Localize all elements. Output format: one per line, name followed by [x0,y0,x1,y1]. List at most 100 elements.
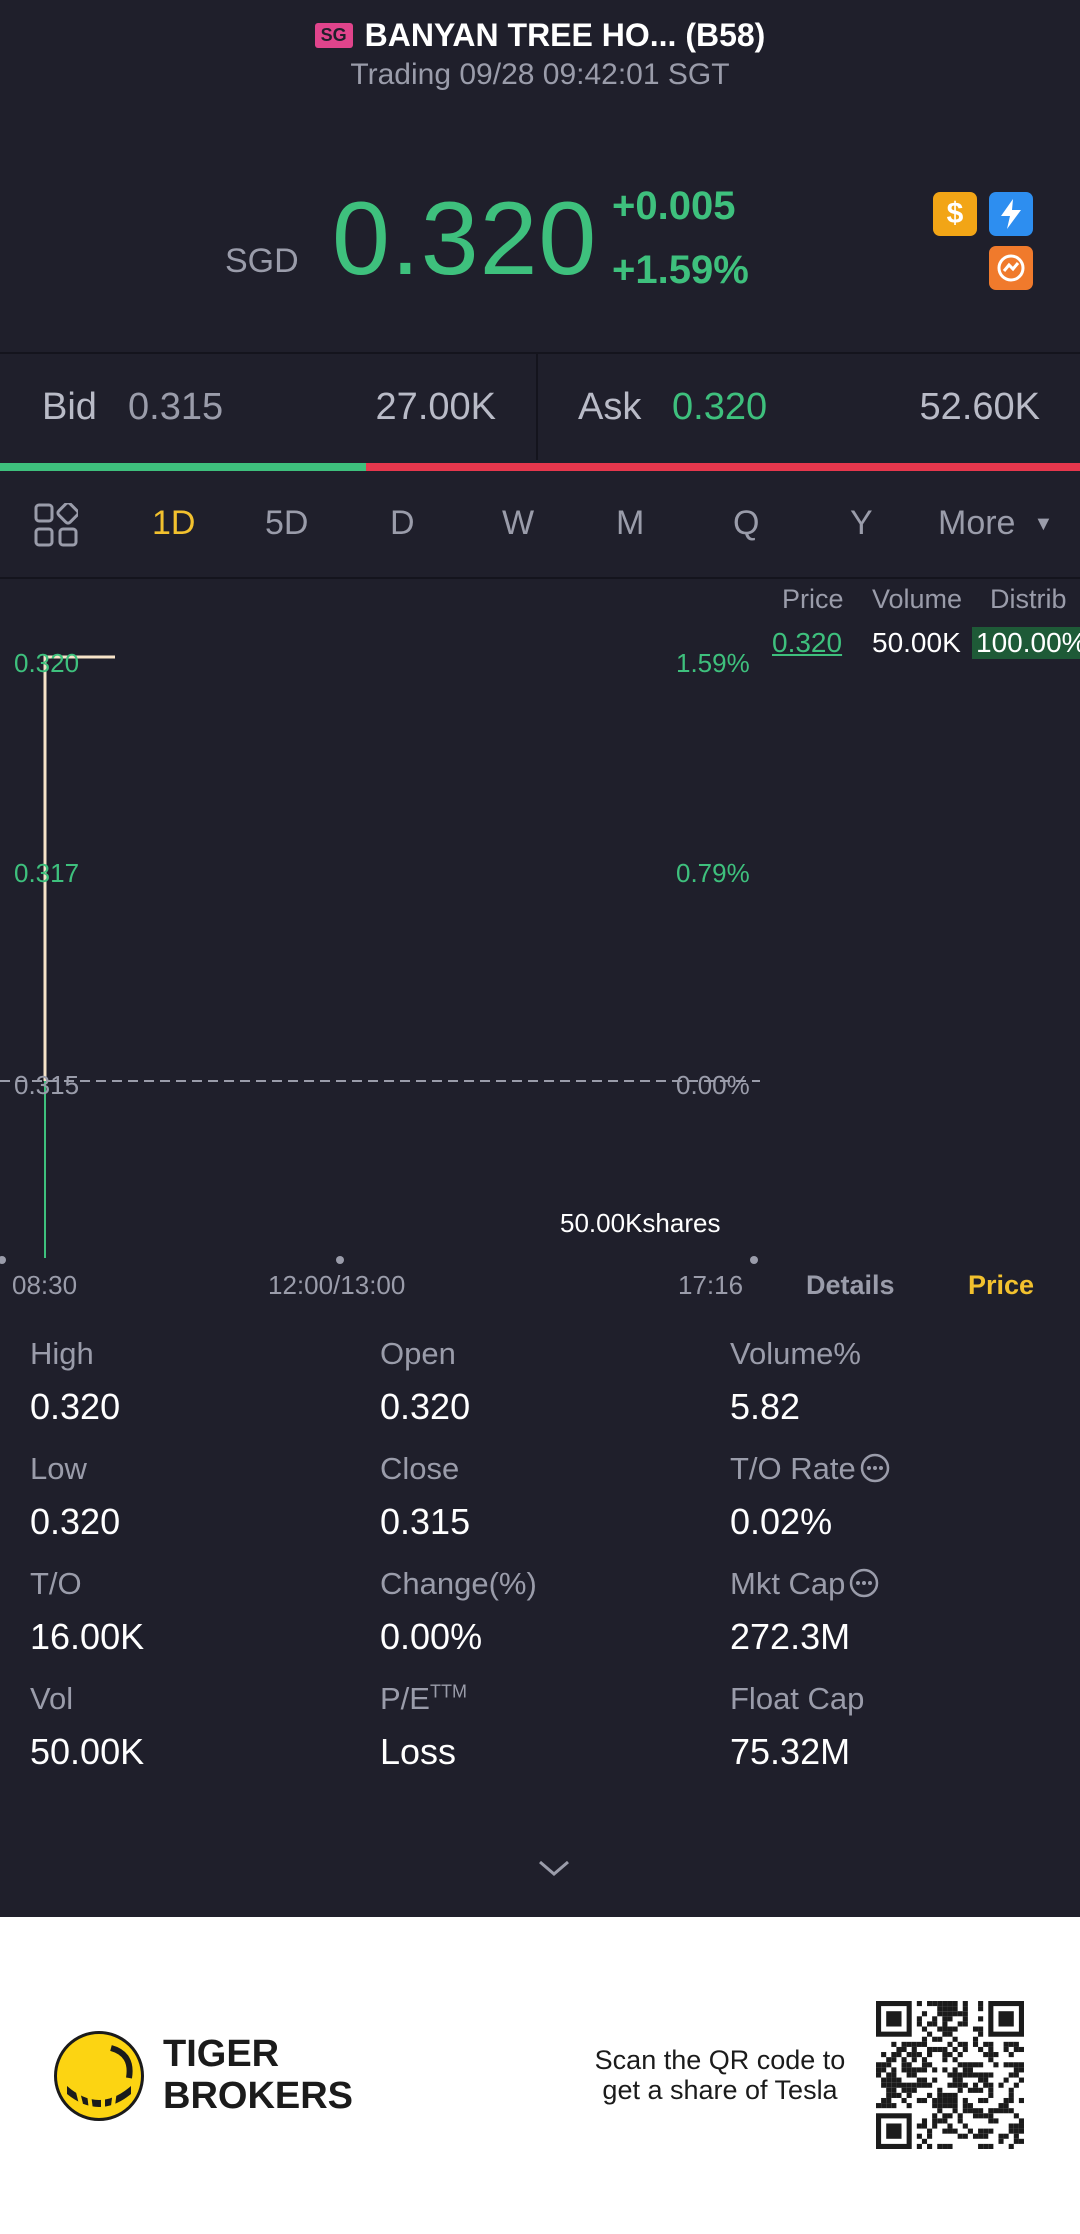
qr-module [962,2123,968,2129]
qr-module [1018,2097,1024,2104]
qr-module [978,2128,984,2134]
promo-footer: TIGER BROKERS Scan the QR code to get a … [0,1917,1080,2234]
stat-label-turnover-rate-text: T/O Rate [730,1451,856,1486]
tab-d[interactable]: D [390,504,415,542]
qr-module [962,2108,968,2114]
tab-more[interactable]: More ▼ [938,504,1053,543]
qr-module [921,2041,928,2047]
qr-module [947,2128,953,2134]
qr-module [947,2031,953,2037]
currency-label: SGD [225,242,299,280]
qr-module [947,2113,953,2119]
stat-label-change: Change(%) [380,1566,537,1601]
qr-module [978,2001,984,2007]
stat-label-pe: P/ETTM [380,1681,467,1717]
tab-1d[interactable]: 1D [152,504,196,542]
more-info-icon[interactable] [860,1453,890,1483]
qr-module [1003,2133,1009,2139]
tab-m[interactable]: M [616,504,645,542]
qr-module [927,2143,933,2149]
stat-value-float-cap: 75.32M [730,1731,851,1772]
tab-5d[interactable]: 5D [265,504,309,542]
qr-module [972,2041,979,2047]
qr-module [942,2021,948,2027]
qr-module [942,2016,948,2022]
stat-value-open: 0.320 [380,1386,471,1427]
qr-module [911,2067,917,2073]
chevron-down-icon[interactable] [536,1858,572,1878]
dollar-icon[interactable]: $ [933,192,977,236]
qr-module [921,2057,928,2063]
qr-module [983,2143,989,2149]
time-tick [336,1256,344,1264]
qr-module [896,2046,902,2053]
qr-module [1003,2062,1009,2068]
qr-module [947,2026,953,2032]
qr-module [983,2097,989,2104]
qr-module [921,2118,928,2124]
qr-module [1003,2097,1009,2104]
ask-price[interactable]: 0.320 [672,386,768,428]
qr-module [988,2108,994,2114]
qr-module [901,2046,907,2053]
qr-module [911,2087,917,2093]
swap-icon[interactable] [989,246,1033,290]
qr-module [942,2103,948,2109]
qr-module [896,2082,902,2088]
percent-axis-label: 0.00% [676,1070,750,1100]
lightning-icon[interactable] [989,192,1033,236]
qr-module [932,2118,938,2124]
qr-module [962,2062,968,2068]
qr-module [952,2092,958,2098]
qr-module [927,2046,933,2053]
qr-module [1013,2041,1019,2047]
qr-module [891,2041,897,2047]
distribution-header-price: Price [782,584,844,614]
qr-module [906,2082,912,2088]
qr-module [993,2118,999,2124]
qr-module [993,2052,999,2058]
qr-module [962,2046,968,2053]
qr-module [886,2097,892,2104]
qr-module [916,2067,922,2073]
qr-module [947,2006,953,2012]
price-axis-label: 0.320 [14,648,80,678]
qr-module [881,2052,887,2058]
distribution-price[interactable]: 0.320 [772,627,843,658]
more-info-icon[interactable] [849,1568,879,1598]
tab-price[interactable]: Price [968,1270,1035,1300]
qr-module [957,2062,963,2068]
time-axis-label: 17:16 [678,1270,744,1300]
qr-module [942,2026,948,2032]
qr-module [947,2001,953,2007]
price-change-percent: +1.59% [612,248,749,292]
qr-module [921,2011,928,2017]
qr-module [983,2082,989,2088]
tab-y[interactable]: Y [850,504,873,542]
qr-module [988,2082,994,2088]
qr-module [937,2097,943,2104]
bid-price[interactable]: 0.315 [128,386,224,428]
price-change: +0.005 [612,184,736,228]
qr-module [901,2067,907,2073]
qr-module [901,2057,907,2063]
qr-module [1018,2046,1024,2053]
intraday-chart[interactable] [0,578,760,1268]
trading-status: Trading 09/28 09:42:01 SGT [350,58,730,91]
stat-label-mkt-cap: Mkt Cap [730,1566,879,1602]
stock-title[interactable]: BANYAN TREE HO... (B58) [364,16,766,53]
qr-module [978,2016,984,2022]
qr-module [957,2021,963,2027]
grid-icon[interactable] [34,503,78,547]
qr-module [962,2006,968,2012]
qr-module [978,2006,984,2012]
qr-module [972,2082,979,2088]
tab-details[interactable]: Details [806,1270,895,1300]
qr-module [942,2046,948,2053]
qr-module [978,2026,984,2032]
qr-module [988,2041,994,2047]
qr-module [972,2062,979,2068]
qr-module [891,2072,897,2078]
tab-q[interactable]: Q [733,504,760,542]
tab-w[interactable]: W [502,504,535,542]
